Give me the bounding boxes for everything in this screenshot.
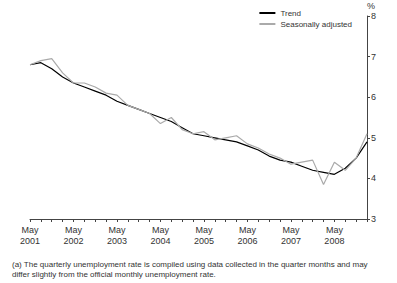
svg-text:Trend: Trend — [280, 9, 301, 18]
svg-text:2002: 2002 — [63, 236, 83, 246]
svg-text:%: % — [367, 1, 375, 11]
svg-text:May: May — [108, 225, 126, 235]
svg-text:May: May — [239, 225, 257, 235]
svg-text:May: May — [282, 225, 300, 235]
svg-text:May: May — [65, 225, 83, 235]
svg-text:2008: 2008 — [324, 236, 344, 246]
svg-text:2001: 2001 — [20, 236, 40, 246]
svg-text:2007: 2007 — [281, 236, 301, 246]
svg-text:8: 8 — [371, 11, 376, 21]
svg-text:7: 7 — [371, 52, 376, 62]
svg-text:3: 3 — [371, 214, 376, 224]
svg-text:(a) The quarterly unemployment: (a) The quarterly unemployment rate is c… — [12, 260, 370, 269]
svg-text:May: May — [152, 225, 170, 235]
svg-text:6: 6 — [371, 92, 376, 102]
svg-text:4: 4 — [371, 173, 376, 183]
svg-text:May: May — [326, 225, 344, 235]
svg-text:5: 5 — [371, 133, 376, 143]
svg-text:2003: 2003 — [107, 236, 127, 246]
svg-text:2004: 2004 — [150, 236, 170, 246]
svg-text:May: May — [21, 225, 39, 235]
svg-text:2005: 2005 — [194, 236, 214, 246]
svg-text:May: May — [195, 225, 213, 235]
svg-text:differ slightly from the offic: differ slightly from the official monthl… — [12, 270, 216, 279]
svg-text:2006: 2006 — [237, 236, 257, 246]
svg-text:Seasonally adjusted: Seasonally adjusted — [280, 20, 352, 29]
